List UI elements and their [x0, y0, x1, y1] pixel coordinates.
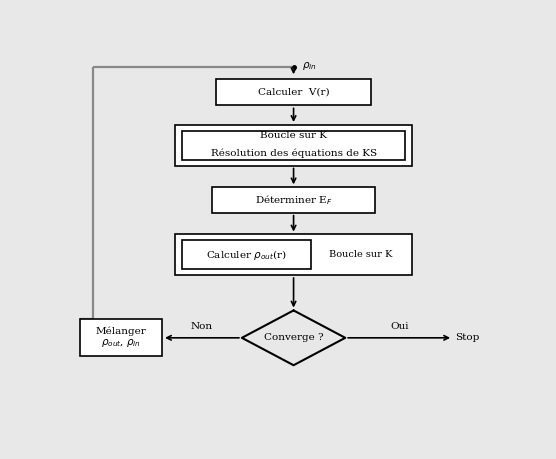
Bar	[212, 187, 375, 213]
Text: Calculer $\rho_{out}$(r): Calculer $\rho_{out}$(r)	[206, 248, 287, 262]
Bar	[175, 235, 412, 275]
Text: $\rho_{in}$: $\rho_{in}$	[302, 60, 317, 72]
Text: Mélanger
$\rho_{out}$, $\rho_{in}$: Mélanger $\rho_{out}$, $\rho_{in}$	[96, 326, 147, 349]
Text: Oui: Oui	[390, 323, 409, 331]
Text: Boucle sur K: Boucle sur K	[260, 131, 327, 140]
Bar	[182, 130, 405, 160]
Bar	[80, 319, 162, 356]
Text: Calculer  V(r): Calculer V(r)	[258, 88, 329, 97]
Bar	[216, 79, 371, 106]
Text: Boucle sur K: Boucle sur K	[329, 250, 392, 259]
Text: Non: Non	[191, 323, 213, 331]
Bar	[182, 240, 311, 269]
Text: Stop: Stop	[455, 333, 479, 342]
Bar	[175, 125, 412, 166]
Text: Résolution des équations de KS: Résolution des équations de KS	[211, 148, 376, 158]
Text: Déterminer E$_F$: Déterminer E$_F$	[255, 193, 332, 207]
Text: Converge ?: Converge ?	[264, 333, 324, 342]
